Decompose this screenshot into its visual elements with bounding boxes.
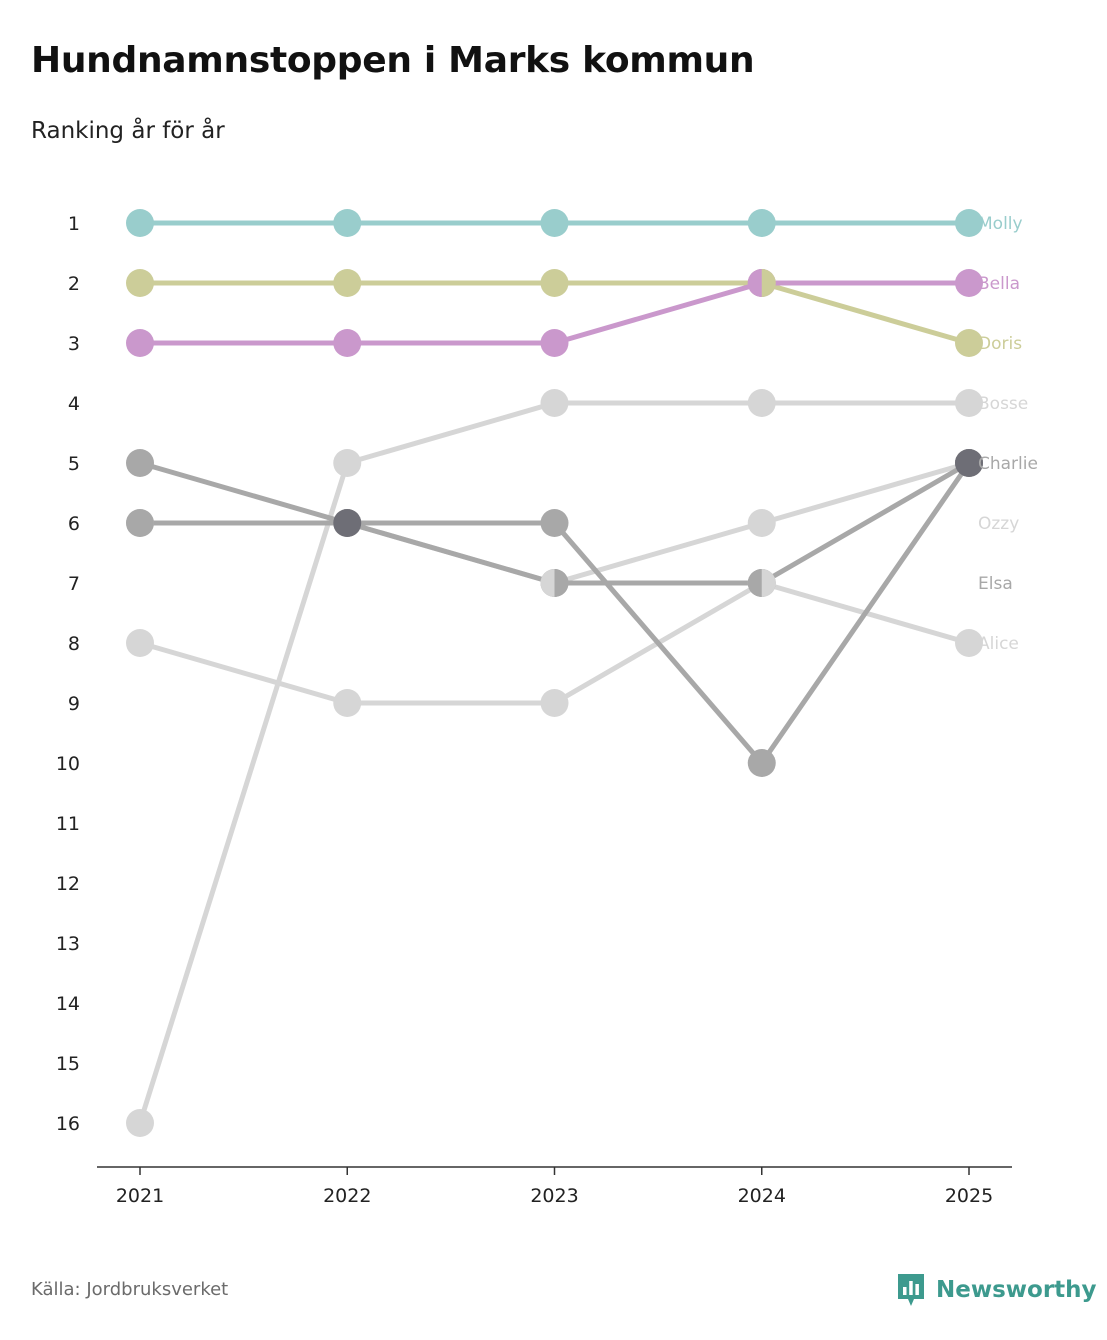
x-tick-label: 2022 bbox=[323, 1185, 371, 1207]
split-point-2023-7 bbox=[540, 569, 569, 597]
data-point-molly-2025 bbox=[955, 209, 983, 237]
y-tick-label: 12 bbox=[56, 873, 80, 895]
y-tick-label: 15 bbox=[56, 1053, 80, 1075]
y-tick-label: 9 bbox=[68, 693, 80, 715]
y-tick-label: 2 bbox=[68, 273, 80, 295]
brand-logo[interactable]: Newsworthy bbox=[896, 1272, 1097, 1308]
series-label-bosse: Bosse bbox=[978, 394, 1028, 414]
series-lines bbox=[137, 220, 972, 1126]
data-point-molly-2022 bbox=[333, 209, 362, 237]
data-point-charlie-2021 bbox=[126, 509, 154, 537]
y-tick-label: 8 bbox=[68, 633, 80, 655]
data-point-bella-2022 bbox=[333, 329, 362, 357]
series-label-ozzy: Ozzy bbox=[978, 514, 1019, 534]
data-point-ozzy-2021 bbox=[126, 1109, 154, 1137]
data-point-elsa-2021 bbox=[126, 449, 154, 477]
data-point-alice-2021 bbox=[126, 629, 154, 657]
data-point-ozzy-2024 bbox=[747, 389, 776, 417]
x-tick-label: 2021 bbox=[116, 1185, 164, 1207]
y-tick-label: 6 bbox=[68, 513, 80, 535]
split-point-right-half bbox=[554, 569, 569, 597]
split-point-left-half bbox=[747, 569, 762, 597]
y-tick-label: 11 bbox=[56, 813, 80, 835]
series-label-charlie: Charlie bbox=[978, 454, 1038, 474]
series-points bbox=[126, 209, 983, 1137]
data-point-molly-2023 bbox=[540, 209, 569, 237]
y-tick-label: 4 bbox=[68, 393, 80, 415]
y-tick-label: 1 bbox=[68, 213, 80, 235]
data-point-elsa-2023 bbox=[540, 509, 569, 537]
split-point-2024-7 bbox=[747, 569, 776, 597]
data-point-doris-2023 bbox=[540, 269, 569, 297]
data-point-molly-2021 bbox=[126, 209, 154, 237]
split-point-2024-2 bbox=[747, 269, 776, 297]
series-label-molly: Molly bbox=[978, 214, 1023, 234]
data-point-ozzy-2025 bbox=[955, 389, 983, 417]
data-point-alice-2022 bbox=[333, 689, 362, 717]
data-point-doris-2022 bbox=[333, 269, 362, 297]
highlight-point-2022-6 bbox=[333, 509, 362, 537]
data-point-ozzy-2023 bbox=[540, 389, 569, 417]
split-point-right-half bbox=[761, 269, 776, 297]
data-point-doris-2025 bbox=[955, 329, 983, 357]
split-point-left-half bbox=[540, 569, 555, 597]
y-tick-label: 7 bbox=[68, 573, 80, 595]
data-point-bosse-2024 bbox=[747, 509, 776, 537]
data-point-alice-2023 bbox=[540, 689, 569, 717]
split-point-left-half bbox=[747, 269, 762, 297]
data-point-bella-2021 bbox=[126, 329, 154, 357]
y-tick-label: 14 bbox=[56, 993, 80, 1015]
x-tick-label: 2025 bbox=[945, 1185, 993, 1207]
y-tick-label: 10 bbox=[56, 753, 80, 775]
newsworthy-logo-icon bbox=[898, 1274, 924, 1306]
y-tick-label: 13 bbox=[56, 933, 80, 955]
series-line-elsa bbox=[137, 460, 972, 766]
series-label-doris: Doris bbox=[978, 334, 1022, 354]
data-point-elsa-2024 bbox=[747, 749, 776, 777]
data-point-bella-2023 bbox=[540, 329, 569, 357]
data-point-bella-2025 bbox=[955, 269, 983, 297]
y-tick-label: 5 bbox=[68, 453, 80, 475]
end-labels: Molly Bella Doris Bosse Charlie Ozzy Elsa Alice bbox=[978, 214, 1038, 654]
split-point-right-half bbox=[761, 569, 776, 597]
series-label-bella: Bella bbox=[978, 274, 1020, 294]
x-tick-label: 2023 bbox=[530, 1185, 578, 1207]
source-note: Källa: Jordbruksverket bbox=[31, 1279, 229, 1300]
chart-subtitle: Ranking år för år bbox=[31, 118, 225, 144]
highlight-point-2025-5 bbox=[955, 449, 983, 477]
x-tick-label: 2024 bbox=[738, 1185, 786, 1207]
y-tick-label: 16 bbox=[56, 1113, 80, 1135]
data-point-ozzy-2022 bbox=[333, 449, 362, 477]
y-tick-label: 3 bbox=[68, 333, 80, 355]
data-point-alice-2025 bbox=[955, 629, 983, 657]
data-point-molly-2024 bbox=[747, 209, 776, 237]
chart-title: Hundnamnstoppen i Marks kommun bbox=[31, 40, 755, 81]
series-label-elsa: Elsa bbox=[978, 574, 1013, 594]
data-point-doris-2021 bbox=[126, 269, 154, 297]
series-label-alice: Alice bbox=[978, 634, 1019, 654]
brand-name: Newsworthy bbox=[936, 1277, 1097, 1303]
